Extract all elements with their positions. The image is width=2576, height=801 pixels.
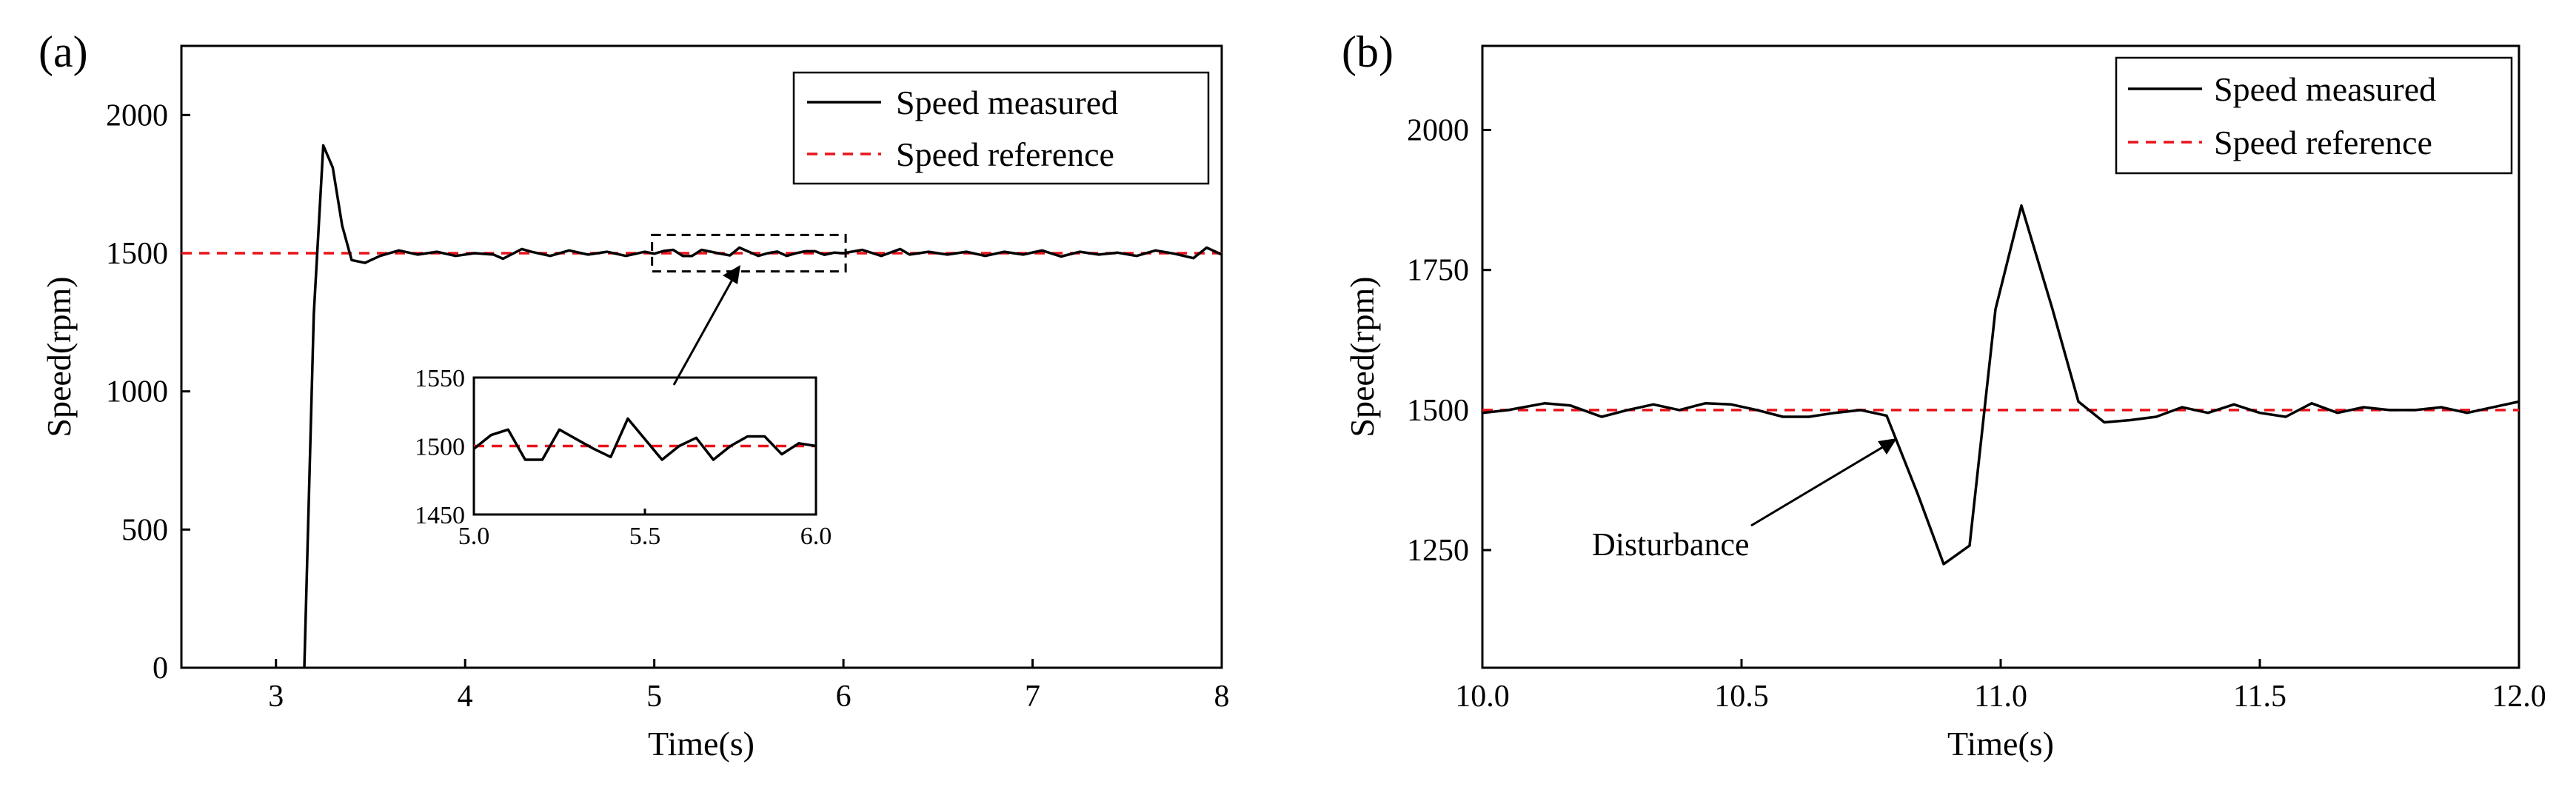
panel-a-y-tick-label: 1000 [106, 375, 168, 409]
panel-b-x-axis-title: Time(s) [1947, 725, 2054, 763]
panel-a-plot-frame [180, 44, 1223, 669]
panel-a-x-axis-title: Time(s) [648, 725, 755, 763]
inset-y-tick-label: 1450 [415, 502, 465, 529]
panel-a-zoom-arrowhead [723, 265, 740, 284]
panel-b-y-tick-label: 1750 [1407, 254, 1469, 288]
panel-a-x-tick-label: 6 [836, 680, 852, 714]
panel-a-x-tick-label: 4 [458, 680, 473, 714]
panel-b-y-tick-label: 1500 [1407, 394, 1469, 428]
panel-b-ticks: 10.0 10.5 11.0 11.5 12.0 1250 1500 1750 2000 [1407, 114, 2546, 714]
panel-b-x-tick-label: 10.5 [1714, 680, 1769, 714]
disturbance-annotation-label: Disturbance [1592, 526, 1750, 563]
panel-a-y-tick-label: 2000 [106, 98, 168, 133]
panel-b-x-tick-label: 11.5 [2233, 680, 2286, 714]
panel-b-legend-measured-label: Speed measured [2214, 70, 2436, 108]
panel-b-x-tick-label: 11.0 [1974, 680, 2027, 714]
panel-a-legend-reference-label: Speed reference [896, 135, 1114, 173]
panel-a-x-tick-label: 5 [646, 680, 662, 714]
panel-b-y-tick-label: 1250 [1407, 534, 1469, 568]
panel-a-y-tick-label: 0 [153, 651, 168, 686]
panel-a-y-tick-label: 1500 [106, 237, 168, 271]
inset-y-tick-label: 1550 [415, 365, 465, 392]
panel-b-legend [2115, 56, 2513, 175]
panel-b-y-tick-label: 2000 [1407, 114, 1469, 148]
panel-a-inset: 5.0 5.5 6.0 1450 1500 1550 [415, 365, 832, 550]
panel-a-legend-measured-label: Speed measured [896, 84, 1118, 121]
inset-y-tick-label: 1500 [415, 434, 465, 461]
panel-b-speed-chart: (b) 10.0 10.5 11.0 11.5 12.0 1250 1500 1750 2000… [1342, 27, 2546, 763]
panel-a-speed-chart: (a) 3 4 5 6 7 8 0 500 1000 1500 2000 Speed measure… [39, 27, 1230, 763]
panel-b-y-axis-title: Speed(rpm) [1343, 276, 1381, 437]
inset-x-tick-label: 5.0 [458, 523, 490, 550]
panel-a-zoom-arrow [672, 278, 735, 386]
panel-a-label: (a) [39, 27, 88, 76]
panel-a-y-axis-title: Speed(rpm) [40, 276, 78, 437]
panel-a-zoom-box [651, 233, 847, 273]
disturbance-annotation-arrowhead [1878, 438, 1897, 455]
panel-a-x-tick-label: 7 [1025, 680, 1040, 714]
panel-b-x-tick-label: 12.0 [2492, 680, 2546, 714]
inset-ticks: 5.0 5.5 6.0 1450 1500 1550 [415, 365, 832, 550]
panel-a-measured-series [303, 144, 1222, 668]
panel-b-legend-reference-label: Speed reference [2214, 124, 2432, 161]
inset-x-tick-label: 5.5 [629, 523, 661, 550]
panel-b-measured-series [1482, 204, 2520, 566]
panel-a-ticks: 3 4 5 6 7 8 0 500 1000 1500 2000 [106, 98, 1230, 714]
inset-measured-series [472, 417, 817, 461]
panel-a-x-tick-label: 3 [268, 680, 284, 714]
panel-a-legend [792, 71, 1210, 185]
disturbance-annotation-arrow [1750, 444, 1886, 527]
panel-b-label: (b) [1342, 27, 1394, 76]
panel-a-y-tick-label: 500 [121, 513, 168, 547]
panel-b-x-tick-label: 10.0 [1455, 680, 1510, 714]
inset-x-tick-label: 6.0 [800, 523, 832, 550]
panel-a-x-tick-label: 8 [1214, 680, 1230, 714]
